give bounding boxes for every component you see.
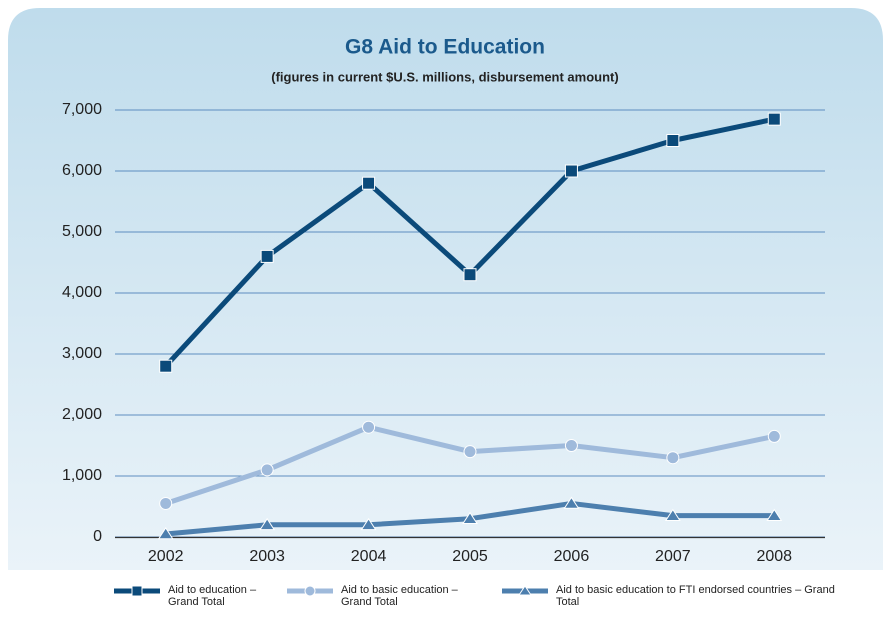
marker: [157, 527, 174, 540]
marker: [260, 463, 274, 477]
y-tick-label: 5,000: [62, 223, 102, 240]
y-tick-label: 2,000: [62, 406, 102, 423]
panel: [8, 8, 883, 570]
x-tick-label: 2007: [655, 548, 691, 565]
marker: [666, 134, 680, 147]
marker: [259, 517, 276, 531]
y-tick-label: 7,000: [62, 101, 102, 118]
y-tick-label: 0: [93, 528, 102, 545]
marker: [462, 511, 478, 524]
marker: [518, 585, 532, 596]
x-tick-label: 2005: [452, 548, 488, 565]
legend-item: Aid to basic education – Grand Total: [285, 584, 481, 608]
legend-label: Aid to basic education – Grand Total: [341, 584, 458, 608]
legend-swatch: [502, 585, 548, 596]
marker: [463, 268, 477, 282]
chart-subtitle: (figures in current $U.S. millions, disb…: [271, 69, 618, 84]
marker: [362, 176, 376, 190]
legend-label: Aid to education – Grand Total: [168, 584, 257, 608]
marker: [463, 445, 477, 459]
y-tick-label: 4,000: [62, 284, 102, 301]
legend-item: Aid to education – Grand Total: [112, 584, 268, 608]
marker: [767, 429, 781, 443]
y-tick-label: 1,000: [62, 467, 102, 484]
legend-swatch: [287, 585, 333, 597]
marker: [664, 508, 681, 521]
legend-item: Aid to basic education to FTI endorsed c…: [500, 584, 856, 608]
marker: [304, 585, 316, 597]
marker: [360, 517, 377, 531]
marker: [563, 496, 580, 509]
marker: [260, 249, 274, 263]
x-tick-label: 2003: [249, 548, 285, 565]
marker: [767, 112, 781, 126]
x-tick-label: 2008: [756, 548, 792, 565]
x-tick-label: 2004: [351, 548, 387, 565]
chart-title: G8 Aid to Education: [345, 36, 545, 59]
marker: [362, 420, 376, 434]
x-tick-label: 2002: [148, 548, 184, 565]
legend-swatch: [114, 585, 160, 597]
legend-label: Aid to basic education to FTI endorsed c…: [556, 584, 835, 608]
marker: [666, 451, 680, 465]
marker: [564, 164, 578, 178]
marker: [159, 496, 173, 510]
marker: [159, 359, 173, 373]
y-tick-label: 6,000: [62, 162, 102, 179]
marker: [766, 508, 783, 521]
marker: [564, 439, 578, 452]
x-tick-label: 2006: [554, 548, 590, 565]
marker: [131, 585, 143, 597]
y-tick-label: 3,000: [62, 345, 102, 362]
